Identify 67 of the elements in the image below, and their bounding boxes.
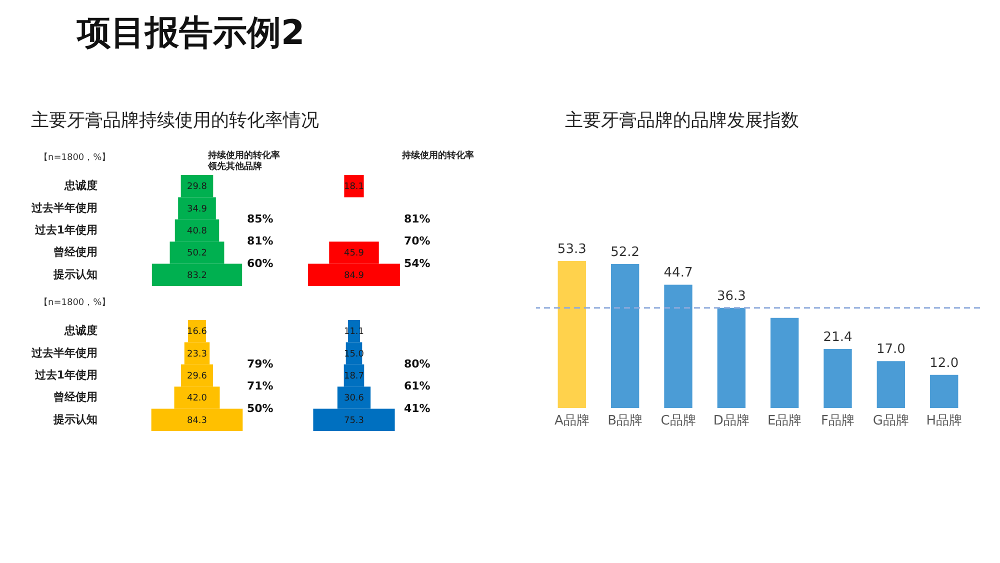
data-label: 50.2 [186,248,208,259]
data-label: 83.2 [186,270,208,281]
bar [770,318,799,408]
x-tick-label: G品牌 [872,414,909,428]
bar [717,308,746,408]
category-label: 过去1年使用 [34,368,98,382]
data-label: 45.9 [344,248,364,259]
data-label: 12.0 [930,356,959,371]
text: 持续使用的转化率 [401,150,474,161]
data-label: 52.2 [610,245,640,260]
category-label: 提示认知 [52,412,98,426]
bar [558,261,586,408]
text: 81% [404,212,430,226]
category-label: 过去半年使用 [30,201,98,214]
text: 41% [404,402,430,415]
x-tick-label: A品牌 [554,414,590,428]
text: 【n=1800，%】 [39,152,111,163]
text: 主要牙膏品牌持续使用的转化率情况 [31,110,319,131]
data-label: 36.3 [716,288,746,304]
text: 81% [247,234,274,248]
category-label: 过去1年使用 [34,224,98,236]
data-label: 84.3 [186,416,208,426]
data-label: 29.6 [186,372,208,382]
text: 80% [404,357,430,370]
text: 71% [247,380,274,393]
text: 85% [247,212,274,226]
category-label: 忠诚度 [64,324,98,338]
text: 79% [247,357,274,370]
text: 54% [404,256,430,270]
x-tick-label: E品牌 [767,414,802,428]
bar [824,348,852,408]
data-label: 29.8 [186,182,208,192]
data-label: 42.0 [186,394,208,404]
text: 60% [247,256,274,270]
category-label: 提示认知 [52,268,98,281]
data-label: 17.0 [876,342,906,358]
bar [664,284,692,408]
text: 70% [404,234,430,248]
data-label: 23.3 [186,349,208,360]
data-label: 40.8 [186,226,208,236]
category-label: 曾经使用 [54,390,98,404]
x-tick-label: H品牌 [926,414,962,428]
text: 项目报告示例2 [76,13,305,53]
x-tick-label: C品牌 [660,414,696,428]
text: 61% [404,380,430,393]
data-label: 84.9 [344,270,364,281]
data-label: 30.6 [344,394,364,404]
text: 【n=1800，%】 [39,297,111,308]
x-tick-label: D品牌 [713,414,750,428]
data-label: 75.3 [344,416,364,426]
text: 持续使用的转化率领先其他品牌 [207,150,280,172]
data-label: 53.3 [557,242,586,257]
bar [930,374,958,408]
x-tick-label: F品牌 [821,414,855,428]
x-tick-label: B品牌 [608,414,643,428]
chart-title: 主要牙膏品牌的品牌发展指数 [565,110,799,131]
data-label: 21.4 [823,330,852,345]
category-label: 忠诚度 [64,179,98,192]
data-label: 44.7 [664,266,693,281]
category-label: 过去半年使用 [30,346,98,360]
bar [876,361,906,408]
data-label: 34.9 [186,204,208,214]
text: 50% [247,402,274,415]
data-label: 18.7 [344,372,364,382]
data-label: 18.1 [344,182,364,192]
category-label: 曾经使用 [54,246,98,259]
bar [610,264,640,408]
